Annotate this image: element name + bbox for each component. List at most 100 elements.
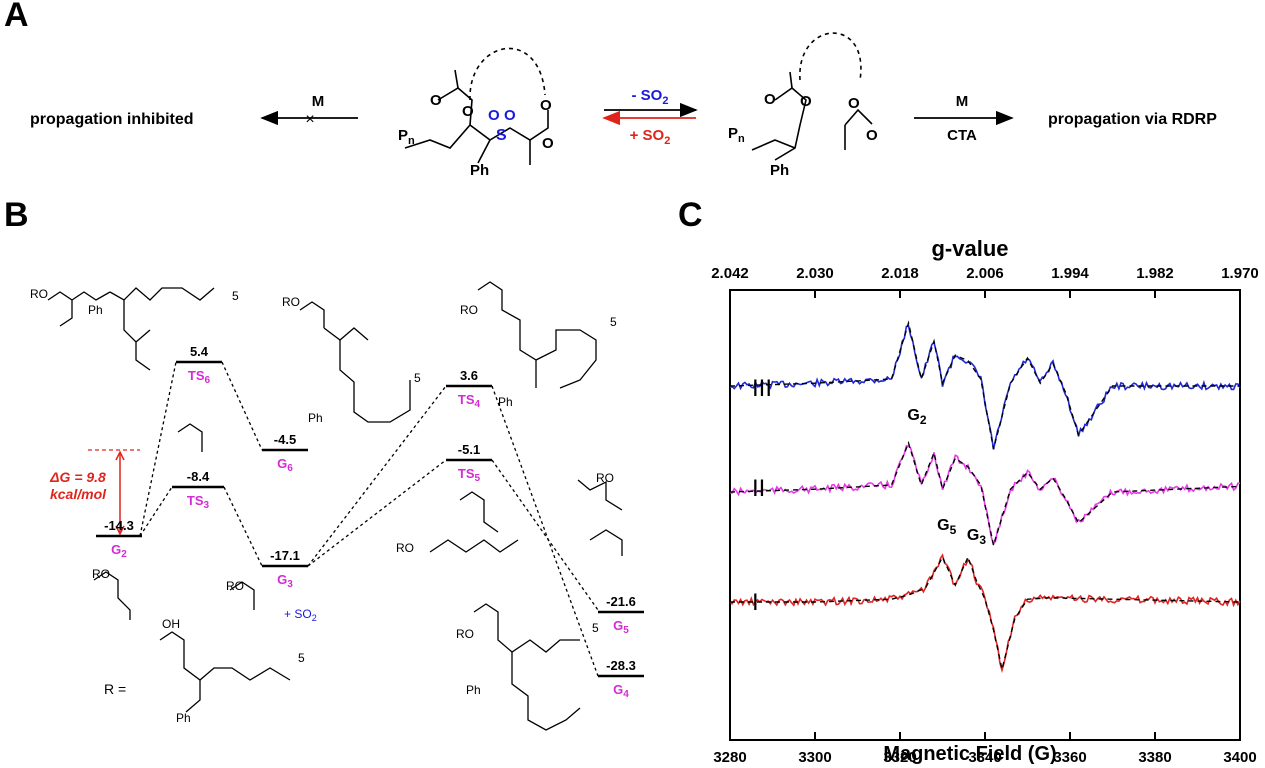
peak-label-g3: G3 [967,527,986,547]
level-label-ts3: TS3 [187,493,210,511]
x-tick-label: 3320 [883,749,916,766]
curve-label-ii: II [752,475,765,502]
level-value-ts6: 5.4 [190,344,209,359]
epr-curves [729,320,1241,674]
level-value-ts4: 3.6 [460,368,478,383]
so2-o1-left: O [488,107,500,124]
delta-g-unit: kcal/mol [50,486,107,502]
ro-label-8: RO [456,627,474,641]
epr-fit-2 [729,440,1241,546]
propagation-arrow-bottom: CTA [947,127,977,144]
so2-o2-left: O [504,107,516,124]
ro-label-3: RO [460,303,478,317]
level-value-g4: -28.3 [606,658,636,673]
five-label-2: 5 [414,371,421,385]
energy-diagram: ΔG = 9.8 kcal/mol -14.3 G2 5.4 TS6 -8.4 TS3 -4… [30,281,644,731]
ph-label-2: Ph [308,411,323,425]
g-value-axis-title: g-value [931,236,1008,261]
g-tick-label: 2.006 [966,265,1004,282]
five-label-4: 5 [592,621,599,635]
ester-o2: O [462,103,474,120]
ph-label-3: Ph [498,395,513,409]
so2-with-g3: + SO2 [284,607,317,623]
propagation-arrow-top: M [956,93,969,110]
g-tick-label: 1.994 [1051,265,1089,282]
forward-arrow-label: - SO2 [632,87,669,107]
level-label-g4: G4 [613,682,629,700]
x-tick-label: 3280 [713,749,746,766]
five-label-5: 5 [298,651,305,665]
level-value-g2: -14.3 [104,518,134,533]
level-value-ts5: -5.1 [458,442,480,457]
level-label-ts5: TS5 [458,466,481,484]
peak-label-g5: G5 [937,517,956,537]
ph-label-1: Ph [88,303,103,317]
x-tick-label: 3360 [1053,749,1086,766]
level-label-g6: G6 [277,456,293,474]
sulfur-left: S [496,127,507,144]
oh-label: OH [162,617,180,631]
ester-o1: O [430,92,442,109]
peak-annotations: G2 G5 G3 [907,407,986,547]
ester-o3: O [542,135,554,152]
desulfonylated-molecule [751,32,873,161]
five-label-3: 5 [610,315,617,329]
ro-label-6: RO [92,567,110,581]
pn-label: Pn [398,127,415,147]
panel-label-b: B [4,196,29,234]
epr-trace-1 [729,553,1241,674]
peak-label-g2: G2 [907,407,926,427]
ro-label-4: RO [596,471,614,485]
g-tick-label: 2.030 [796,265,834,282]
level-label-g5: G5 [613,618,629,636]
panel-label-a: A [4,0,29,34]
reverse-arrow-label: + SO2 [630,127,671,147]
molecule-sketches [47,281,623,731]
ester-o6: O [800,93,812,110]
x-tick-label: 3400 [1223,749,1256,766]
epr-trace-3 [729,324,1241,450]
epr-fit-3 [729,320,1240,450]
x-axis-title: Magnetic Field (G) [883,743,1056,765]
five-label-1: 5 [232,289,239,303]
ester-o5: O [764,91,776,108]
ro-label-7: RO [226,579,244,593]
x-tick-label: 3340 [968,749,1001,766]
ester-o4: O [540,97,552,114]
plot-frame [729,289,1241,741]
delta-g-value: ΔG = 9.8 [49,469,106,485]
ph-label-4: Ph [466,683,481,697]
energy-connectors [139,361,599,677]
energy-levels: -14.3 G2 5.4 TS6 -8.4 TS3 -4.5 G6 -17.1 G3 3.6 TS4 -… [96,344,644,700]
level-label-ts6: TS6 [188,368,211,386]
epr-fit-1 [730,555,1240,670]
level-value-g5: -21.6 [606,594,636,609]
level-value-g6: -4.5 [274,432,296,447]
level-label-ts4: TS4 [458,392,481,410]
ro-label-2: RO [282,295,300,309]
x-tick-label: 3380 [1138,749,1171,766]
g-tick-label: 1.970 [1221,265,1259,282]
sulfonyl-macrocycle-molecule [404,47,549,165]
ester-o7: O [848,95,860,112]
ph-label-right: Ph [770,162,789,179]
g-tick-label: 2.042 [711,265,749,282]
ester-o8: O [866,127,878,144]
level-label-g3: G3 [277,572,293,590]
panel-label-c: C [678,196,703,234]
level-value-ts3: -8.4 [187,469,210,484]
g-tick-label: 1.982 [1136,265,1174,282]
propagation-inhibited-text: propagation inhibited [30,111,194,128]
inhibited-arrow-label: M [312,93,325,110]
scheme-a: propagation inhibited × M O O Pn Ph S O … [30,32,1217,179]
ro-label-5: RO [396,541,414,555]
pn-label-right: Pn [728,125,745,145]
ro-label-1: RO [30,287,48,301]
x-tick-label: 3300 [798,749,831,766]
g-tick-label: 2.018 [881,265,919,282]
propagation-rdrp-text: propagation via RDRP [1048,111,1217,128]
epr-trace-2 [729,444,1240,546]
ph-label-left: Ph [470,162,489,179]
axis-ticks: 3280 3300 3320 3340 3360 3380 3400 2.042 2.030 2.… [711,265,1259,766]
